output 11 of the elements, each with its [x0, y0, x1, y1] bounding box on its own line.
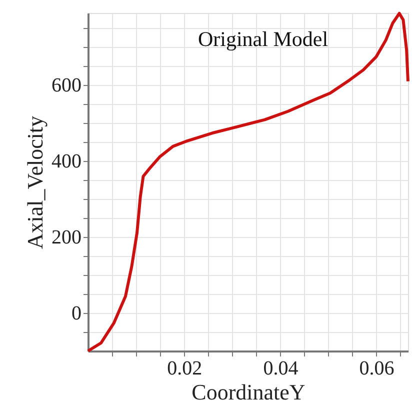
line-series: [86, 12, 410, 352]
y-tick-label: 400: [52, 150, 82, 173]
text: Original Model: [198, 27, 328, 51]
x-tick-label: 0.02: [167, 358, 202, 380]
y-tick-label: 600: [52, 74, 82, 97]
x-axis-title: CoordinateY: [192, 380, 306, 404]
y-tick-label: 200: [52, 226, 82, 249]
y-tick-label: 0: [72, 302, 82, 325]
y-axis-title: Axial_Velocity: [22, 116, 48, 250]
x-tick-label: 0.04: [263, 358, 298, 380]
x-tick-label: 0.06: [359, 358, 394, 380]
